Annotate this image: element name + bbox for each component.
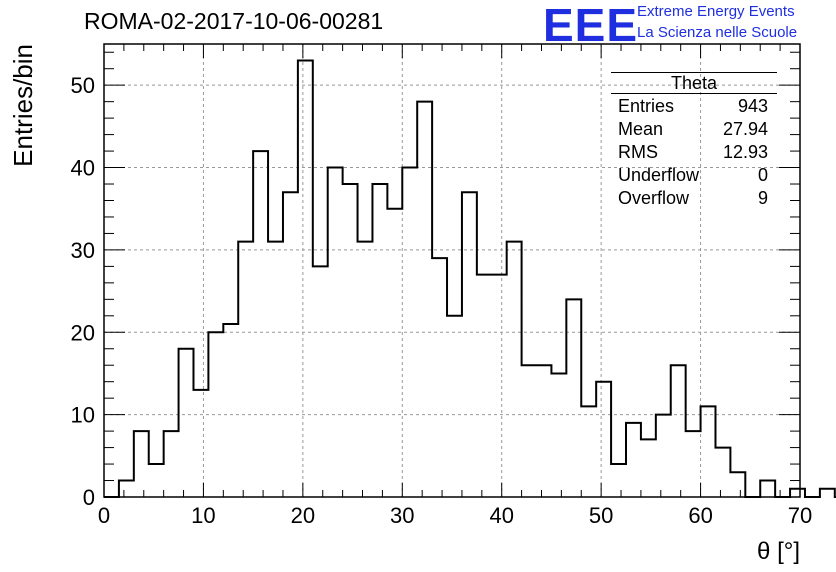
x-tick-label: 50	[589, 503, 613, 528]
histogram-bin	[462, 192, 477, 497]
histogram-bin	[656, 415, 671, 497]
x-tick-label: 70	[788, 503, 812, 528]
histogram-line	[104, 59, 836, 498]
x-tick-label: 60	[688, 503, 712, 528]
logo-line-2: La Scienza nelle Scuole	[637, 24, 798, 41]
histogram-bin	[298, 60, 313, 497]
y-tick-label: 40	[71, 156, 95, 181]
histogram-bin	[477, 275, 492, 497]
histogram-bin	[596, 382, 611, 497]
stats-rows: Entries 943 Mean 27.94 RMS 12.93 Underflow 0 Ove…	[611, 95, 777, 210]
histogram-bin	[208, 332, 223, 497]
histogram-bin	[760, 481, 775, 497]
histogram-bin	[730, 472, 745, 497]
histogram-bin	[701, 406, 716, 497]
histogram-bin	[134, 431, 149, 497]
histogram-bin	[238, 242, 253, 497]
stats-label: RMS	[618, 142, 658, 162]
histogram-bin	[715, 448, 730, 497]
x-axis-label: θ [°]	[757, 538, 800, 565]
y-axis-label: Entries/bin	[8, 44, 38, 167]
stats-box: Theta Entries 943 Mean 27.94 RMS 12.93 Underfl…	[611, 72, 777, 210]
histogram-bin	[372, 184, 387, 497]
histogram-bin	[626, 423, 641, 497]
stats-row-overflow: Overflow 9	[611, 187, 777, 210]
stats-value: 27.94	[722, 119, 768, 139]
stats-title: Theta	[611, 72, 777, 94]
x-tick-label: 10	[191, 503, 215, 528]
histogram-bin	[149, 464, 164, 497]
histogram-bin	[387, 209, 402, 497]
stats-label: Mean	[618, 119, 664, 139]
histogram-bin	[492, 275, 507, 497]
x-tick-label: 40	[489, 503, 513, 528]
histogram-bin	[283, 192, 298, 497]
histogram-bin	[820, 489, 835, 497]
histogram-bin	[119, 481, 134, 497]
histogram-bin	[566, 299, 581, 497]
y-tick-label: 20	[71, 320, 95, 345]
stats-row-rms: RMS 12.93	[611, 141, 777, 164]
stats-value: 12.93	[722, 142, 768, 162]
histogram-bin	[790, 489, 805, 497]
stats-value: 0	[757, 165, 768, 185]
stats-row-mean: Mean 27.94	[611, 118, 777, 141]
histogram-bin	[641, 439, 656, 497]
histogram-bin	[193, 390, 208, 497]
stats-row-entries: Entries 943	[611, 95, 777, 118]
histogram-bin	[671, 365, 686, 497]
histogram-bin	[358, 242, 373, 497]
y-tick-label: 0	[83, 485, 95, 510]
histogram-bin	[611, 464, 626, 497]
y-tick-label: 50	[71, 73, 95, 98]
stats-label: Underflow	[618, 165, 700, 185]
histogram-bin	[343, 184, 358, 497]
stats-value: 943	[737, 96, 768, 116]
stats-label: Overflow	[618, 188, 690, 208]
histogram-bin	[313, 266, 328, 497]
histogram-bin	[253, 151, 268, 497]
y-tick-label: 10	[71, 403, 95, 428]
histogram-bin	[537, 365, 552, 497]
histogram-bin	[447, 316, 462, 497]
stats-value: 9	[757, 188, 768, 208]
eee-logo: EEE	[543, 0, 639, 51]
histogram-bin	[686, 431, 701, 497]
histogram-bin	[551, 373, 566, 497]
histogram-bin	[417, 102, 432, 497]
y-tick-label: 30	[71, 238, 95, 263]
histogram-bin	[581, 406, 596, 497]
histogram-bin	[522, 365, 537, 497]
histogram-bin	[268, 242, 283, 497]
plot-frame	[103, 43, 801, 498]
histogram-bin	[507, 242, 522, 497]
logo-line-1: Extreme Energy Events	[637, 3, 795, 20]
x-tick-label: 0	[98, 503, 110, 528]
histogram-bin	[223, 324, 238, 497]
x-tick-label: 30	[390, 503, 414, 528]
histogram-bin	[179, 349, 194, 497]
x-tick-label: 20	[291, 503, 315, 528]
stats-label: Entries	[618, 96, 675, 116]
histogram-bin	[432, 258, 447, 497]
stats-row-underflow: Underflow 0	[611, 164, 777, 187]
histogram-bin	[164, 431, 179, 497]
chart-title: ROMA-02-2017-10-06-00281	[84, 8, 384, 34]
